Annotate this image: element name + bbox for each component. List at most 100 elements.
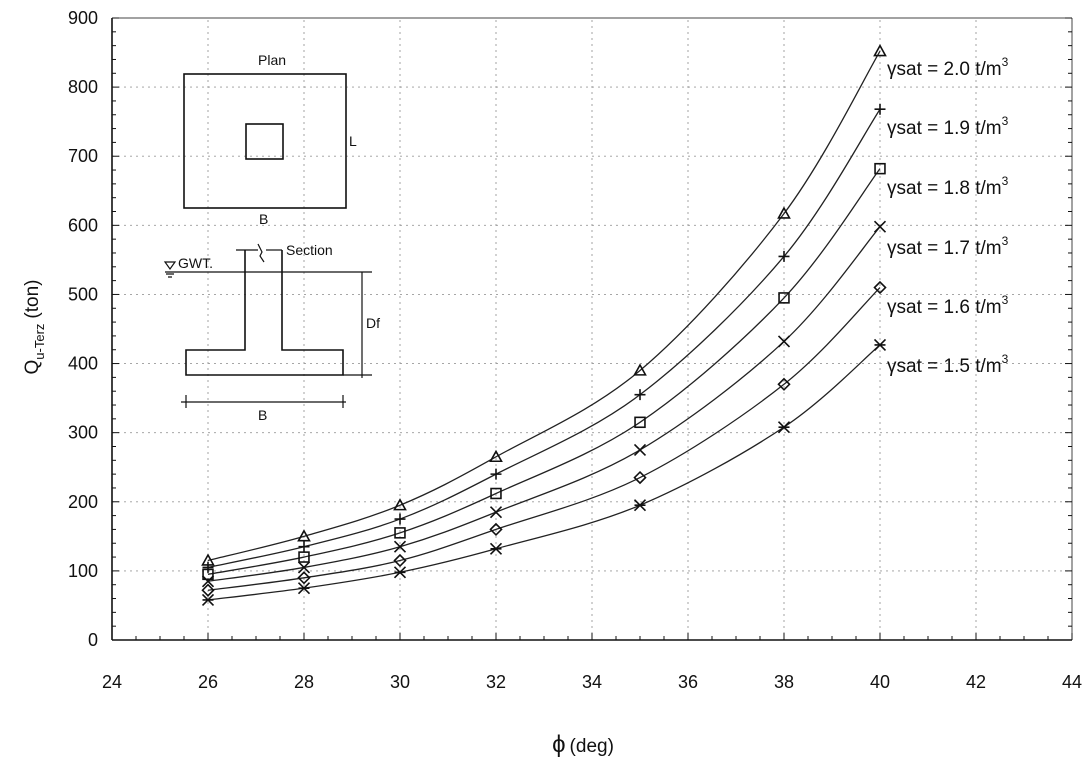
y-tick-label: 300 — [68, 423, 98, 443]
series-4 — [201, 280, 887, 597]
asterisk-marker — [201, 593, 215, 606]
plus-marker — [202, 561, 214, 573]
triangle-marker — [297, 529, 311, 542]
diamond-marker — [873, 280, 887, 295]
legend-entry: γsat = 1.5 t/m3 — [887, 352, 1009, 377]
asterisk-marker — [489, 542, 503, 555]
depth-label: Df — [366, 315, 380, 331]
diamond-marker — [393, 553, 407, 568]
diamond-marker — [633, 470, 647, 485]
square-marker — [202, 568, 214, 581]
x-axis-title-symbol: ϕ — [552, 731, 565, 758]
x-tick-label: 26 — [198, 672, 218, 692]
x-marker — [873, 220, 887, 233]
grid-lines — [112, 17, 1072, 640]
legend-entry: γsat = 1.6 t/m3 — [887, 293, 1009, 318]
series-5 — [201, 338, 887, 606]
triangle-marker — [393, 498, 407, 511]
x-tick-labels: 24 26 28 30 32 34 36 38 40 42 44 — [102, 672, 1082, 692]
y-axis-title-sub: u-Terz — [32, 324, 47, 360]
legend-entry: γsat = 2.0 t/m3 — [887, 55, 1009, 80]
plus-marker — [634, 389, 646, 401]
y-tick-label: 900 — [68, 8, 98, 28]
series-line — [207, 168, 881, 575]
asterisk-marker — [633, 499, 647, 512]
x-tick-label: 24 — [102, 672, 122, 692]
square-marker — [490, 487, 502, 500]
diamond-marker — [777, 377, 791, 391]
y-tick-label: 700 — [68, 146, 98, 166]
plan-width-label: B — [259, 211, 268, 227]
square-marker — [394, 527, 406, 539]
y-axis-title-unit: (ton) — [22, 280, 43, 319]
series-0 — [201, 44, 887, 566]
x-tick-label: 34 — [582, 672, 602, 692]
legend-entry: γsat = 1.8 t/m3 — [887, 174, 1009, 199]
legend-entry-superscript: 3 — [1002, 114, 1009, 128]
y-tick-label: 500 — [68, 284, 98, 304]
legend-entry-text: γsat = 1.7 t/m — [887, 238, 1002, 259]
x-marker — [297, 561, 311, 574]
plus-marker — [298, 541, 310, 553]
x-tick-label: 28 — [294, 672, 314, 692]
legend-entry-text: γsat = 1.6 t/m — [887, 297, 1002, 318]
y-tick-label: 400 — [68, 354, 98, 374]
asterisk-marker — [873, 338, 887, 351]
diamond-marker — [489, 522, 503, 537]
x-marker — [633, 443, 647, 457]
legend-entry-text: γsat = 1.5 t/m — [887, 356, 1002, 377]
square-marker — [874, 162, 886, 175]
x-marker — [777, 335, 791, 348]
y-tick-label: 600 — [68, 215, 98, 235]
section-label: Section — [286, 242, 333, 258]
series — [201, 44, 887, 606]
x-marker — [489, 506, 503, 519]
legend-entry-superscript: 3 — [1002, 55, 1009, 69]
plan-outline — [183, 73, 347, 209]
triangle-marker — [873, 44, 887, 57]
asterisk-marker — [297, 582, 311, 595]
x-tick-label: 30 — [390, 672, 410, 692]
footing-sketch: Plan L B GWT. Section Df B — [163, 52, 380, 423]
y-tick-label: 200 — [68, 492, 98, 512]
series-line — [207, 108, 881, 569]
legend-entry-superscript: 3 — [1002, 234, 1009, 248]
water-table-icon — [163, 261, 177, 278]
water-label: GWT. — [178, 255, 213, 271]
section-footing — [185, 250, 344, 376]
x-tick-label: 32 — [486, 672, 506, 692]
legend-entry-superscript: 3 — [1002, 174, 1009, 188]
asterisk-marker — [393, 566, 407, 579]
x-marker — [201, 575, 215, 588]
diamond-marker — [201, 583, 215, 597]
section-width-label: B — [258, 407, 267, 423]
plus-marker — [394, 513, 406, 525]
series-line — [207, 287, 881, 591]
diamond-marker — [297, 571, 311, 585]
legend-entry-superscript: 3 — [1002, 352, 1009, 366]
plan-column — [245, 123, 284, 160]
y-tick-label: 100 — [68, 561, 98, 581]
series-1 — [202, 103, 886, 573]
square-marker — [778, 292, 790, 304]
plus-marker — [490, 468, 502, 480]
y-tick-label: 0 — [88, 630, 98, 650]
square-marker — [634, 416, 646, 429]
y-axis-title: Qu-Terz (ton) — [22, 280, 47, 375]
x-tick-label: 40 — [870, 672, 890, 692]
x-axis-title: ϕ (deg) — [552, 731, 614, 758]
legend-entry: γsat = 1.7 t/m3 — [887, 234, 1009, 259]
axes — [111, 17, 1073, 641]
x-tick-label: 36 — [678, 672, 698, 692]
y-tick-label: 800 — [68, 77, 98, 97]
series-2 — [202, 162, 886, 581]
legend-entry-text: γsat = 2.0 t/m — [887, 59, 1002, 80]
triangle-marker — [633, 363, 647, 376]
plus-marker — [874, 103, 886, 115]
x-tick-label: 38 — [774, 672, 794, 692]
legend-entry-text: γsat = 1.8 t/m — [887, 178, 1002, 199]
plan-label: Plan — [258, 52, 286, 68]
series-line — [207, 50, 881, 562]
break-mark — [257, 243, 265, 263]
